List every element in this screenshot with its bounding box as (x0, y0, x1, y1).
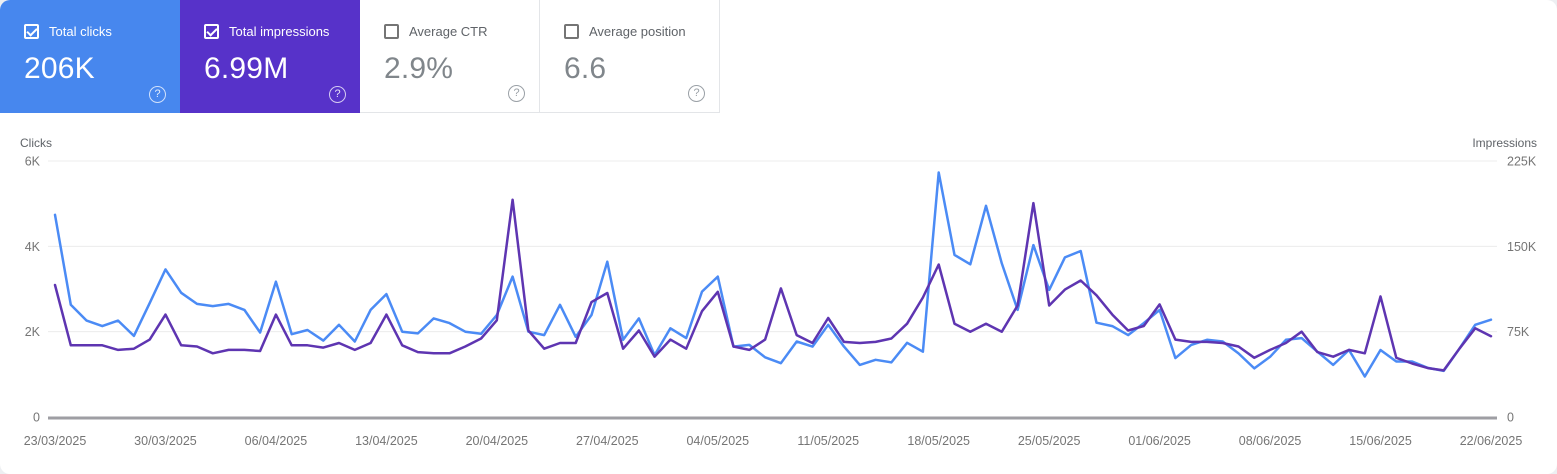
clicks-line (53, 171, 1493, 378)
card-average-ctr[interactable]: Average CTR 2.9% ? (360, 0, 540, 113)
card-average-position[interactable]: Average position 6.6 ? (540, 0, 720, 113)
svg-text:01/06/2025: 01/06/2025 (1128, 434, 1191, 448)
svg-text:4K: 4K (25, 240, 41, 254)
total-clicks-label: Total clicks (49, 24, 112, 39)
svg-text:0: 0 (1507, 411, 1514, 425)
average-ctr-checkbox[interactable] (384, 24, 399, 39)
average-ctr-value: 2.9% (384, 52, 454, 85)
svg-text:25/05/2025: 25/05/2025 (1018, 434, 1081, 448)
svg-text:15/06/2025: 15/06/2025 (1349, 434, 1412, 448)
svg-text:6K: 6K (25, 155, 41, 169)
svg-text:Clicks: Clicks (20, 136, 52, 150)
metric-cards-row: Total clicks 206K ? Total impressions 6.… (0, 0, 720, 113)
svg-text:22/06/2025: 22/06/2025 (1460, 434, 1523, 448)
svg-text:23/03/2025: 23/03/2025 (24, 434, 87, 448)
svg-text:08/06/2025: 08/06/2025 (1239, 434, 1302, 448)
card-total-impressions[interactable]: Total impressions 6.99M ? (180, 0, 360, 113)
svg-text:2K: 2K (25, 325, 41, 339)
total-clicks-value: 206K (24, 52, 95, 85)
svg-text:75K: 75K (1507, 325, 1530, 339)
total-clicks-checkbox[interactable] (24, 24, 39, 39)
svg-text:0: 0 (33, 411, 40, 425)
help-icon[interactable]: ? (329, 86, 346, 103)
svg-text:27/04/2025: 27/04/2025 (576, 434, 639, 448)
total-impressions-label: Total impressions (229, 24, 330, 39)
svg-text:Impressions: Impressions (1472, 136, 1537, 150)
help-icon[interactable]: ? (508, 85, 525, 102)
help-icon[interactable]: ? (688, 85, 705, 102)
average-position-checkbox[interactable] (564, 24, 579, 39)
svg-text:20/04/2025: 20/04/2025 (466, 434, 529, 448)
card-total-clicks[interactable]: Total clicks 206K ? (0, 0, 180, 113)
help-icon[interactable]: ? (149, 86, 166, 103)
svg-text:150K: 150K (1507, 240, 1537, 254)
svg-text:225K: 225K (1507, 155, 1537, 169)
impressions-line (53, 198, 1493, 372)
average-position-label: Average position (589, 24, 686, 39)
svg-text:18/05/2025: 18/05/2025 (907, 434, 970, 448)
svg-text:13/04/2025: 13/04/2025 (355, 434, 418, 448)
average-position-value: 6.6 (564, 52, 607, 85)
svg-text:30/03/2025: 30/03/2025 (134, 434, 197, 448)
total-impressions-checkbox[interactable] (204, 24, 219, 39)
svg-text:04/05/2025: 04/05/2025 (686, 434, 749, 448)
average-ctr-label: Average CTR (409, 24, 488, 39)
total-impressions-value: 6.99M (204, 52, 289, 85)
svg-text:11/05/2025: 11/05/2025 (797, 434, 859, 448)
svg-text:06/04/2025: 06/04/2025 (245, 434, 308, 448)
